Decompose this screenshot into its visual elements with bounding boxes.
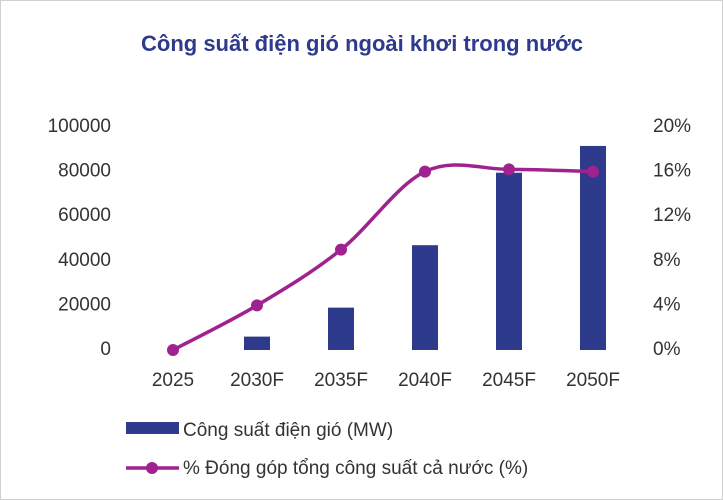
- y-tick-label: 100000: [48, 116, 111, 137]
- bar: [328, 307, 354, 350]
- bar: [244, 336, 270, 350]
- x-tick-label: 2025: [152, 370, 194, 391]
- marker: [419, 165, 431, 178]
- bar: [496, 172, 522, 350]
- marker: [503, 163, 515, 176]
- y2-tick-label: 4%: [653, 294, 681, 315]
- y2-tick-label: 12%: [653, 205, 691, 226]
- bar: [412, 245, 438, 350]
- y-tick-label: 0: [100, 339, 111, 360]
- x-tick-label: 2045F: [482, 370, 536, 391]
- x-tick-label: 2040F: [398, 370, 452, 391]
- y2-tick-label: 16%: [653, 161, 691, 182]
- x-tick-label: 2030F: [230, 370, 284, 391]
- marker: [587, 165, 599, 178]
- line: [172, 163, 594, 352]
- legend-marker: [146, 462, 158, 474]
- legend-label: % Đóng góp tổng công suất cả nước (%): [183, 458, 528, 479]
- y-tick-label: 80000: [58, 161, 111, 182]
- y2-tick-label: 20%: [653, 116, 691, 137]
- y2-tick-label: 8%: [653, 250, 681, 271]
- marker: [335, 243, 347, 256]
- y2-tick-label: 0%: [653, 339, 681, 360]
- marker: [251, 299, 263, 312]
- marker: [167, 344, 179, 356]
- x-tick-label: 2035F: [314, 370, 368, 391]
- x-tick-label: 2050F: [566, 370, 620, 391]
- legend-label: Công suất điện gió (MW): [183, 420, 393, 441]
- bar: [580, 145, 606, 350]
- y-tick-label: 40000: [58, 250, 111, 271]
- y-tick-label: 60000: [58, 205, 111, 226]
- legend-swatch: [126, 422, 179, 434]
- y-tick-label: 20000: [58, 294, 111, 315]
- chart-title: Công suất điện gió ngoài khơi trong nước: [141, 31, 583, 56]
